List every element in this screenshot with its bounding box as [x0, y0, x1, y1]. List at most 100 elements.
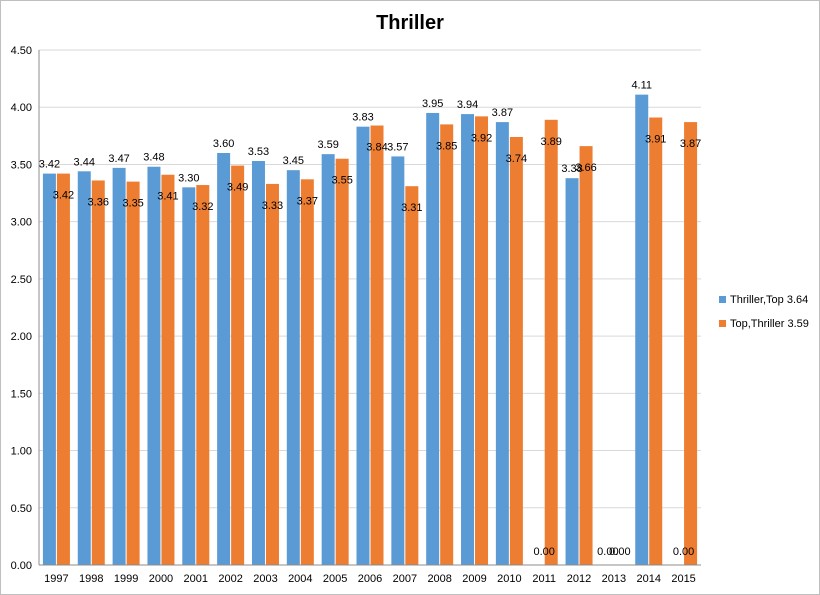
bar-top-thriller	[440, 124, 454, 565]
bar-top-thriller	[335, 158, 349, 565]
bar-thriller-top	[112, 167, 126, 565]
bar-top-thriller	[300, 179, 314, 566]
bar-top-thriller	[509, 136, 523, 565]
x-tick-label: 2010	[497, 573, 521, 585]
bar-top-thriller	[579, 146, 593, 565]
x-tick-label: 2002	[218, 573, 242, 585]
bar-thriller-top	[461, 114, 475, 565]
x-tick-label: 1999	[114, 573, 138, 585]
data-label: 3.36	[88, 196, 109, 208]
data-label: 3.35	[122, 198, 143, 210]
y-tick-label: 2.50	[11, 274, 32, 286]
chart-title: Thriller	[376, 12, 444, 34]
bar-thriller-top	[182, 187, 196, 566]
data-label: 0.00	[609, 546, 630, 558]
data-label: 3.42	[39, 159, 60, 171]
data-label: 3.47	[108, 153, 129, 165]
bar-thriller-top	[217, 153, 231, 565]
data-label: 3.57	[387, 141, 408, 153]
bar-top-thriller	[196, 185, 210, 566]
data-label: 3.30	[178, 172, 199, 184]
bar-thriller-top	[565, 178, 579, 565]
x-tick-label: 2011	[532, 573, 556, 585]
bar-top-thriller	[684, 122, 698, 565]
data-label: 3.87	[680, 138, 701, 150]
bar-top-thriller	[475, 116, 489, 565]
bar-thriller-top	[77, 171, 91, 566]
data-label: 3.48	[143, 152, 164, 164]
x-tick-label: 2001	[184, 573, 208, 585]
data-label: 3.32	[192, 201, 213, 213]
data-label: 3.87	[492, 107, 513, 119]
x-tick-label: 2013	[602, 573, 626, 585]
x-tick-label: 2005	[323, 573, 347, 585]
x-tick-label: 2004	[288, 573, 312, 585]
y-tick-label: 3.50	[11, 159, 32, 171]
bar-top-thriller	[91, 180, 105, 565]
data-label: 3.42	[53, 190, 74, 202]
data-label: 3.83	[352, 112, 373, 124]
bar-thriller-top	[321, 154, 335, 565]
bar-top-thriller	[370, 125, 384, 566]
x-tick-label: 2009	[462, 573, 486, 585]
bar-thriller-top	[251, 161, 265, 565]
data-label: 3.85	[436, 140, 457, 152]
data-label: 0.00	[673, 546, 694, 558]
data-label: 0.00	[597, 546, 618, 558]
bar-thriller-top	[356, 126, 370, 565]
data-label: 3.59	[317, 139, 338, 151]
x-tick-label: 2007	[393, 573, 417, 585]
y-tick-label: 0.00	[11, 560, 32, 572]
x-tick-label: 2003	[253, 573, 277, 585]
data-label: 3.92	[471, 132, 492, 144]
data-label: 3.55	[331, 175, 352, 187]
y-tick-label: 0.50	[11, 503, 32, 515]
bar-top-thriller	[161, 174, 175, 565]
bar-thriller-top	[635, 94, 649, 565]
y-tick-label: 4.50	[11, 45, 32, 57]
data-label: 3.60	[213, 138, 234, 150]
data-label: 3.49	[227, 182, 248, 194]
axes: 0.00 0.50 1.00 1.50 2.00 2.50 3.00 3.50 4.00 4.50…	[11, 45, 701, 585]
bar-top-thriller	[265, 183, 279, 565]
data-label: 3.45	[283, 155, 304, 167]
data-label: 3.74	[506, 153, 527, 165]
bar-thriller-top	[391, 156, 405, 565]
data-label: 3.95	[422, 98, 443, 110]
bar-top-thriller	[56, 173, 70, 565]
bar-thriller-top	[426, 112, 440, 565]
y-tick-label: 2.00	[11, 331, 32, 343]
data-label: 4.11	[631, 80, 652, 92]
data-label: 3.33	[262, 200, 283, 212]
legend-swatch	[719, 296, 726, 303]
x-tick-label: 2012	[567, 573, 591, 585]
data-label: 3.66	[575, 162, 596, 174]
x-tick-label: 2000	[149, 573, 173, 585]
x-tick-label: 2015	[671, 573, 695, 585]
x-tick-label: 1997	[44, 573, 68, 585]
legend-label: Thriller,Top 3.64	[730, 294, 808, 306]
bar-thriller-top	[42, 173, 56, 565]
data-label: 3.37	[297, 195, 318, 207]
data-label: 3.41	[157, 191, 178, 203]
data-label: 3.38	[561, 163, 582, 175]
bar-top-thriller	[649, 117, 663, 566]
bar-top-thriller	[231, 165, 245, 566]
y-tick-label: 1.00	[11, 446, 32, 458]
bar-top-thriller	[126, 181, 140, 565]
legend-swatch	[719, 320, 726, 327]
x-tick-label: 1998	[79, 573, 103, 585]
legend-label: Top,Thriller 3.59	[730, 318, 809, 330]
data-label: 3.84	[366, 142, 387, 154]
x-tick-label: 2006	[358, 573, 382, 585]
y-tick-label: 4.00	[11, 102, 32, 114]
data-label: 3.44	[74, 156, 95, 168]
data-label: 3.89	[540, 136, 561, 148]
bar-thriller-top	[495, 122, 509, 565]
bar-top-thriller	[405, 186, 419, 565]
bar-thriller-top	[147, 166, 161, 565]
bar-thriller-top	[286, 170, 300, 565]
data-label: 0.00	[533, 546, 554, 558]
